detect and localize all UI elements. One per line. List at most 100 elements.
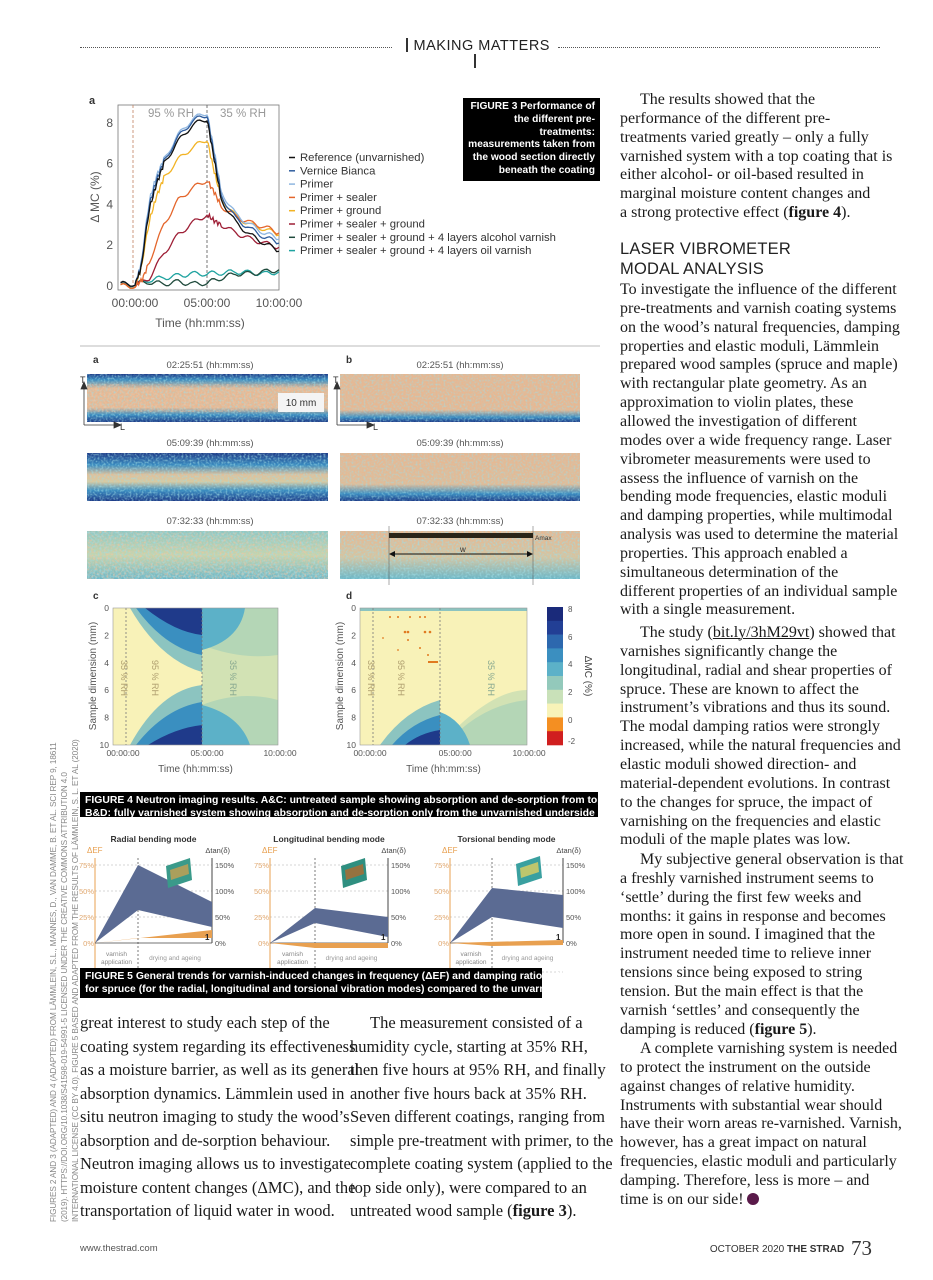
- text-line: with a single measurement.: [620, 601, 796, 619]
- fig5-phase-label: drying and ageing: [502, 955, 554, 962]
- text-line: material-dependent evolutions. In contra…: [620, 774, 891, 792]
- scale-bar-box: [278, 393, 324, 412]
- fig5-right-tick: 150%: [391, 861, 411, 870]
- text-line: varnishes significantly change the: [620, 642, 838, 660]
- amax-label: Amax: [535, 535, 552, 542]
- text-line: treatments varied greatly – only a fully: [620, 128, 869, 146]
- fig5-chart-title: Torsional bending mode: [457, 834, 555, 844]
- text-line: tension. But the main effect is that the: [620, 982, 864, 1000]
- text-line: Instruments with substantial wear should: [620, 1096, 883, 1114]
- strip-timestamp: 02:25:51 (hh:mm:ss): [166, 360, 253, 371]
- footer-website[interactable]: www.thestrad.com: [80, 1243, 158, 1254]
- text-line: absorption and de-sorption behaviour.: [80, 1130, 331, 1150]
- text-line: to protect the instrument on the outside: [620, 1058, 871, 1076]
- caption-text: Neutron imaging results. A&C: untreated …: [135, 795, 666, 806]
- text-line: different properties of an individual sa…: [620, 582, 898, 600]
- heatmap-phase-label: 35 % RH: [228, 660, 238, 696]
- fig3-y-axis-label: Δ MC (%): [88, 171, 102, 222]
- heatmap-phase-label: 35 % RH: [366, 660, 376, 696]
- colorbar-segment: [547, 717, 563, 732]
- text-line: instrument needed time to relieve inner: [620, 945, 872, 963]
- caption-label: FIGURE 4: [85, 795, 133, 806]
- figure-3: a 95 % RH 35 % RH 0 2 4 6 8 00:00:00 05:00:00…: [88, 95, 556, 330]
- text-line: marginal moisture content changes and: [620, 185, 871, 203]
- text-line: complete coating system (applied to the: [350, 1154, 613, 1173]
- fig5-right-tick: 50%: [566, 913, 581, 922]
- text-line: analysis was used to determine the mater…: [620, 526, 899, 544]
- colorbar-label: ΔMC (%): [582, 656, 593, 697]
- text-line: simultaneous determination of the: [620, 563, 839, 581]
- fig5-right-tick: 0%: [566, 939, 577, 948]
- heatmap-x-tick: 05:00:00: [439, 748, 472, 758]
- axis-l-label: L: [373, 422, 378, 432]
- text-line: moisture content changes (ΔMC), and the: [80, 1177, 356, 1197]
- header-rule-left: [80, 47, 392, 48]
- wood-plate-mode-icon: [166, 858, 192, 888]
- figure-4-caption: FIGURE 4 Neutron imaging results. A&C: u…: [80, 792, 666, 819]
- heatmap-y-tick: 10: [100, 740, 110, 750]
- caption-text: Performance of the different pre-treatme…: [468, 101, 595, 176]
- text-line: a strong protective effect (figure 4).: [620, 204, 851, 222]
- legend-entry: Reference (unvarnished): [300, 152, 425, 164]
- text-line: Neutron imaging allows us to investigate: [80, 1154, 351, 1173]
- fig5-phase-label: application: [101, 959, 132, 966]
- text-line: with rectangular plate geometry. As an: [620, 375, 867, 393]
- heatmap-y-tick: 0: [104, 603, 109, 613]
- legend-entry: Vernice Bianca: [300, 165, 376, 177]
- footer-magazine: THE STRAD: [786, 1244, 845, 1255]
- end-mark-icon: [746, 1192, 759, 1205]
- neutron-image-strip: [87, 531, 328, 579]
- text-line: increased, while the natural frequencies…: [620, 737, 901, 755]
- damping-band: [95, 865, 212, 943]
- heatmap-d: [359, 607, 528, 746]
- text-line: months: it gains in response and becomes: [620, 907, 886, 925]
- strip-timestamp: 05:09:39 (hh:mm:ss): [416, 438, 503, 449]
- caption-label: FIGURE 5: [85, 971, 133, 982]
- text-line: vibrometer measurements were used to: [620, 450, 871, 468]
- fig3-series-line: [120, 181, 280, 289]
- text-line: damping. Therefore, less is more – and: [620, 1171, 870, 1189]
- neutron-image-strip: [340, 453, 580, 501]
- fig5-phase-label: application: [455, 959, 486, 966]
- text-line: time is on our side!: [620, 1191, 759, 1210]
- text-line: allowed the investigation of different: [620, 412, 857, 430]
- heatmap-x-tick: 10:00:00: [263, 748, 296, 758]
- text-line: elastic moduli showed direction- and: [620, 755, 857, 773]
- fig5-phase-label: varnish: [461, 951, 482, 958]
- damping-band: [450, 888, 563, 943]
- neutron-image-strip: [340, 374, 580, 422]
- study-link[interactable]: bit.ly/3hM29vt: [712, 624, 810, 641]
- text-line: approximation to violin plates, these: [620, 394, 854, 412]
- fig3-phase-label: 95 % RH: [148, 108, 194, 120]
- text-line: transportation of liquid water in wood.: [80, 1201, 335, 1220]
- credit-line: INTERNATIONAL LICENSE (CC BY 4.0). FIGUR…: [71, 739, 80, 1222]
- legend-entry: Primer: [300, 179, 333, 191]
- colorbar-tick: -2: [568, 737, 576, 746]
- fig5-left-tick: 0%: [258, 939, 269, 948]
- text-line: properties and elastic moduli, Lämmlein: [620, 337, 880, 355]
- axis-t-label: T: [333, 375, 339, 385]
- fig5-right-axis-label: Δtan(δ): [381, 846, 406, 855]
- text-line: properties. This approach enabled a: [620, 544, 848, 562]
- fig5-left-tick: 75%: [434, 861, 449, 870]
- text-line: spruce. These are known to affect the: [620, 680, 859, 698]
- caption-text: for spruce (for the radial, longitudinal…: [85, 983, 600, 995]
- text-line: humidity cycle, starting at 35% RH,: [350, 1036, 588, 1056]
- fig3-y-tick: 6: [106, 157, 113, 171]
- fig5-phase-label: application: [277, 959, 308, 966]
- text-line: modes over a wide frequency range. Laser: [620, 431, 892, 449]
- fig5-chart-title: Radial bending mode: [111, 834, 197, 844]
- heatmap-y-tick: 6: [351, 685, 356, 695]
- heatmap-y-label: Sample dimension (mm): [335, 622, 346, 730]
- damping-band: [270, 908, 388, 943]
- heatmap-y-tick: 4: [104, 658, 109, 668]
- text-line: longitudinal, radial and shear propertie…: [620, 661, 892, 679]
- fig3-series-line: [120, 113, 280, 287]
- text-line: varnishing on the frequencies and elasti…: [620, 812, 881, 830]
- fig5-left-tick: 75%: [254, 861, 269, 870]
- text-line: untreated wood sample (figure 3).: [350, 1201, 577, 1220]
- fig5-left-tick: 25%: [434, 913, 449, 922]
